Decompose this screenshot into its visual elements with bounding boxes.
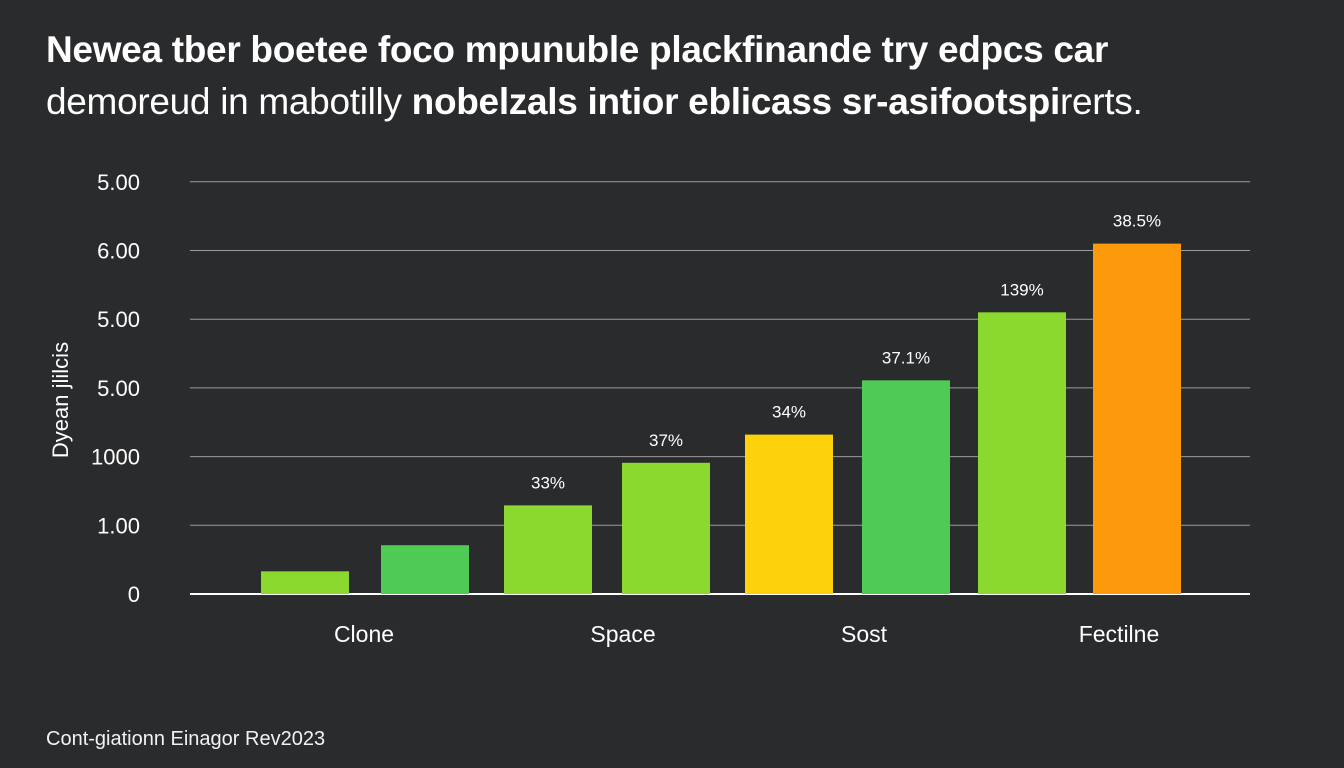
chart-title: Newea tber boetee foco mpunuble plackfin… bbox=[46, 24, 1306, 128]
x-tick-label: Sost bbox=[841, 621, 888, 647]
y-tick-label: 6.00 bbox=[97, 239, 140, 264]
bar-data-label: 33% bbox=[531, 473, 565, 492]
y-tick-label: 5.00 bbox=[97, 376, 140, 401]
bar-data-label: 38.5% bbox=[1113, 212, 1161, 231]
bar bbox=[381, 545, 469, 594]
y-tick-label: 1.00 bbox=[97, 513, 140, 538]
bar-data-label: 37.1% bbox=[882, 348, 930, 367]
y-tick-label: 1000 bbox=[91, 445, 140, 470]
title-line-2-start: demoreud in mabotilly bbox=[46, 81, 412, 122]
title-line-1: Newea tber boetee foco mpunuble plackfin… bbox=[46, 29, 1109, 70]
x-tick-label: Clone bbox=[334, 621, 394, 647]
bar bbox=[978, 312, 1066, 594]
x-tick-label: Fectilne bbox=[1079, 621, 1160, 647]
bar bbox=[1093, 243, 1181, 594]
bar-data-label: 34% bbox=[772, 403, 806, 422]
y-tick-label: 0 bbox=[128, 582, 140, 607]
y-tick-label: 5.00 bbox=[97, 307, 140, 332]
bar bbox=[504, 505, 592, 594]
y-axis-label: Dyean jlilcis bbox=[48, 342, 73, 458]
bar-data-label: 37% bbox=[649, 431, 683, 450]
x-tick-label: Space bbox=[590, 621, 655, 647]
bar bbox=[261, 571, 349, 594]
bar bbox=[862, 380, 950, 594]
source-footer: Cont-giationn Einagor Rev2023 bbox=[46, 728, 326, 750]
title-line-2-end: rerts. bbox=[1059, 81, 1143, 122]
bar bbox=[745, 434, 833, 594]
title-line-2-bold: nobelzals intior eblicass sr-asifootspi bbox=[411, 81, 1061, 122]
bar-data-label: 139% bbox=[1000, 280, 1043, 299]
title-line-2: demoreud in mabotilly nobelzals intior e… bbox=[46, 76, 1306, 128]
bar bbox=[622, 462, 710, 594]
y-tick-label: 5.00 bbox=[97, 170, 140, 195]
